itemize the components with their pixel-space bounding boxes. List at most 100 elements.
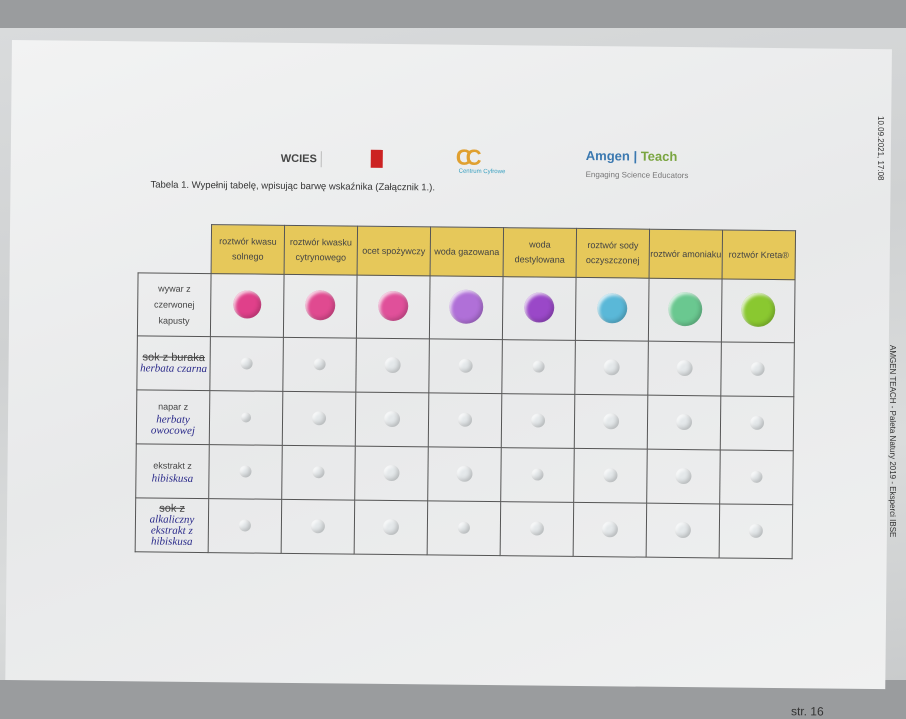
result-cell xyxy=(283,274,358,339)
indicator-drop xyxy=(239,464,252,478)
indicator-drop xyxy=(675,467,692,484)
result-cell xyxy=(646,449,721,504)
side-footer: AMGEN TEACH - Paleta Natury 2019 - Ekspe… xyxy=(888,345,897,538)
indicator-drop xyxy=(676,359,693,376)
indicator-drop xyxy=(311,410,327,425)
result-cell xyxy=(719,449,794,505)
indicator-drop xyxy=(240,356,253,370)
page-number: str. 16 xyxy=(790,704,824,719)
result-cell xyxy=(502,276,577,341)
indicator-drop xyxy=(603,467,618,482)
result-cell xyxy=(501,393,575,449)
result-cell xyxy=(210,273,285,338)
handwritten-label: herbaty owocowej xyxy=(150,413,195,437)
indicator-drop xyxy=(383,410,401,427)
result-cell xyxy=(574,394,648,450)
handwritten-label: alkaliczny ekstrakt z hibiskusa xyxy=(149,512,195,548)
result-cell xyxy=(355,392,429,447)
indicator-drop xyxy=(233,290,262,319)
teach-text: Teach xyxy=(640,148,678,164)
result-cell xyxy=(647,341,722,396)
result-cell xyxy=(720,395,794,451)
column-header: ocet spożywczy xyxy=(357,226,431,276)
indicator-drop xyxy=(524,292,555,323)
result-cell xyxy=(427,446,502,502)
centrum-cyfrowe-text: Centrum Cyfrowe xyxy=(458,168,506,176)
column-header: roztwór Kreta® xyxy=(722,229,796,280)
indicator-drop xyxy=(382,518,400,535)
row-header: sok z alkaliczny ekstrakt z hibiskusa xyxy=(135,497,209,553)
result-cell xyxy=(501,339,576,395)
result-cell xyxy=(574,340,649,396)
wcies-logo: WCIES xyxy=(280,152,317,166)
result-cell xyxy=(355,338,430,393)
result-cell xyxy=(356,275,431,339)
result-cell xyxy=(208,444,283,500)
column-header: woda destylowana xyxy=(503,227,577,278)
indicator-drop xyxy=(305,290,336,321)
corner-cell xyxy=(138,224,212,274)
indicator-drop xyxy=(530,412,546,428)
indicator-drop xyxy=(675,413,693,430)
handwritten-label: hibiskusa xyxy=(151,472,194,485)
indicator-drop xyxy=(602,412,620,429)
table-row: napar z herbaty owocowej xyxy=(136,389,794,451)
indicator-drop xyxy=(312,465,325,478)
result-cell xyxy=(648,278,723,342)
column-header: roztwór kwasku cytrynowego xyxy=(284,225,358,276)
table-row: ekstrakt z hibiskusa xyxy=(135,443,794,505)
result-cell xyxy=(281,499,355,555)
result-cell xyxy=(500,447,575,503)
amgen-teach-logo: Amgen | Teach xyxy=(585,148,678,164)
table-caption: Tabela 1. Wypełnij tabelę, wpisując barw… xyxy=(150,179,436,194)
indicator-drop xyxy=(378,290,409,322)
row-header: napar z herbaty owocowej xyxy=(136,389,210,445)
amgen-tagline: Engaging Science Educators xyxy=(585,170,689,181)
indicator-drop xyxy=(457,412,473,427)
row-header: wywar z czerwonej kapusty xyxy=(137,272,212,337)
indicator-drop xyxy=(597,293,628,324)
result-cell xyxy=(429,275,504,340)
row-header: sok z buraka herbata czarna xyxy=(136,335,211,391)
warsaw-crest-logo xyxy=(370,149,383,168)
indicator-drop xyxy=(449,289,484,324)
result-cell xyxy=(209,390,283,446)
result-cell xyxy=(427,500,501,556)
indicator-drop xyxy=(749,415,765,430)
indicator-drop xyxy=(750,470,763,483)
indicator-drop xyxy=(384,356,401,373)
amgen-text: Amgen xyxy=(585,148,630,164)
result-cell xyxy=(719,503,793,559)
column-header: roztwór amoniaku xyxy=(649,229,723,279)
result-cell xyxy=(575,277,650,342)
column-header: roztwór sody oczyszczonej xyxy=(576,228,650,279)
result-cell xyxy=(428,338,503,394)
centrum-cyfrowe-logo: CC xyxy=(455,144,476,170)
indicator-table: roztwór kwasu solnego roztwór kwasku cytr… xyxy=(135,223,796,559)
indicator-drop xyxy=(456,465,473,482)
result-cell xyxy=(721,278,796,343)
indicator-drop xyxy=(748,523,763,538)
column-header: roztwór kwasu solnego xyxy=(211,224,285,275)
worksheet: WCIES CC Centrum Cyfrowe Amgen | Teach E… xyxy=(5,40,892,719)
result-cell xyxy=(354,500,428,555)
indicator-drop xyxy=(741,292,776,328)
indicator-drop xyxy=(310,518,326,533)
table-row: wywar z czerwonej kapusty xyxy=(137,272,796,343)
indicator-drop xyxy=(750,361,765,376)
indicator-drop xyxy=(529,520,544,536)
result-cell xyxy=(428,392,502,448)
printed-label: napar z xyxy=(158,401,189,412)
result-cell xyxy=(573,502,647,558)
indicator-drop xyxy=(601,520,618,537)
result-cell xyxy=(282,337,357,393)
indicator-drop xyxy=(458,358,473,373)
printed-label: wywar z czerwonej kapusty xyxy=(153,283,195,326)
result-cell xyxy=(282,391,356,447)
table-row: sok z buraka herbata czarna xyxy=(136,335,795,397)
handwritten-label: herbata czarna xyxy=(140,361,208,375)
indicator-drop xyxy=(383,464,400,481)
column-header: woda gazowana xyxy=(430,226,504,277)
indicator-drop xyxy=(603,358,620,375)
table-row: sok z alkaliczny ekstrakt z hibiskusa xyxy=(135,497,793,559)
